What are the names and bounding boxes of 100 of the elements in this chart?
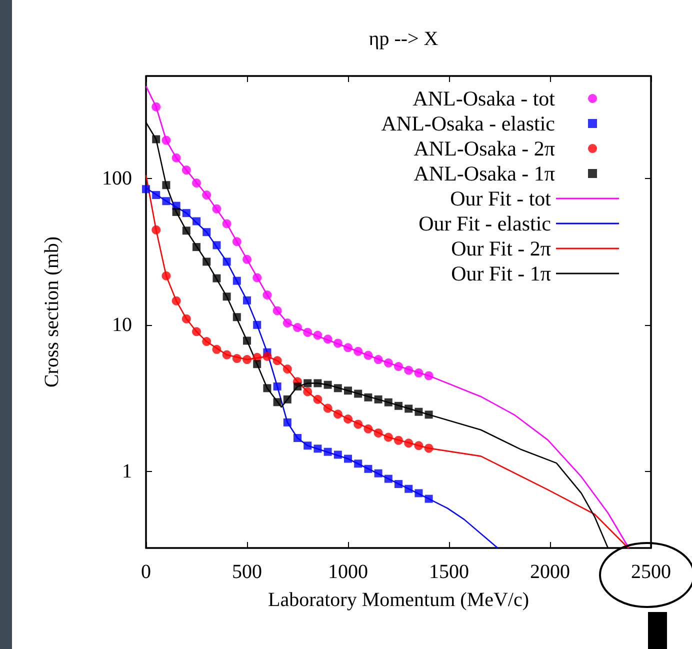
point — [232, 237, 242, 246]
point — [364, 464, 372, 473]
point — [222, 292, 231, 301]
x-tick-label: 1000 — [328, 561, 368, 583]
x-tick-label: 1500 — [429, 561, 469, 583]
x-axis-title: Laboratory Momentum (MeV/c) — [268, 589, 530, 611]
x-tick-label: 500 — [232, 561, 262, 583]
point — [222, 350, 232, 360]
point — [374, 395, 382, 404]
point — [374, 428, 383, 438]
point — [192, 327, 201, 336]
y-tick-label: 100 — [102, 167, 132, 190]
point — [294, 434, 302, 442]
point — [344, 343, 352, 352]
point — [404, 438, 414, 448]
point — [374, 469, 382, 478]
point — [394, 480, 402, 488]
point — [182, 314, 191, 324]
point — [323, 404, 332, 413]
x-tick-label: 2000 — [530, 561, 570, 583]
point — [313, 394, 322, 404]
x-tick-label: 2500 — [631, 561, 671, 583]
point — [414, 489, 423, 498]
point — [424, 444, 434, 453]
point — [152, 102, 161, 112]
point — [212, 204, 222, 214]
point — [354, 346, 363, 356]
point — [354, 390, 362, 398]
point — [212, 241, 221, 250]
point — [263, 384, 272, 392]
point — [384, 398, 392, 406]
legend-label: Our Fit - 1π — [451, 262, 552, 286]
point — [314, 444, 322, 453]
point — [243, 336, 251, 345]
point — [283, 395, 292, 404]
point — [253, 360, 262, 368]
point — [333, 410, 342, 419]
point — [152, 135, 160, 144]
point — [424, 371, 434, 380]
chart-title: ηp --> X — [368, 28, 439, 50]
point — [242, 254, 252, 264]
point — [172, 153, 181, 162]
point — [162, 181, 170, 190]
point — [252, 273, 262, 282]
point — [172, 208, 180, 216]
point — [232, 276, 241, 285]
point — [202, 258, 211, 266]
y-tick-label: 10 — [112, 314, 132, 336]
point — [294, 382, 302, 390]
point — [314, 379, 322, 388]
point — [273, 382, 282, 390]
legend-label: ANL-Osaka - tot — [412, 86, 556, 110]
point — [272, 306, 282, 316]
point — [374, 355, 383, 364]
point — [182, 226, 190, 235]
legend-label: ANL-Osaka - 2π — [414, 136, 556, 160]
legend-label: Our Fit - elastic — [418, 212, 551, 236]
point — [162, 136, 171, 145]
point — [303, 328, 312, 337]
point — [323, 334, 332, 344]
point — [424, 494, 433, 503]
point — [192, 243, 200, 252]
point — [253, 320, 262, 329]
legend-label: Our Fit - 2π — [451, 236, 552, 260]
point — [313, 330, 322, 340]
point — [182, 209, 190, 218]
point — [262, 290, 272, 300]
point — [384, 358, 393, 368]
point — [404, 366, 414, 375]
point — [182, 166, 191, 175]
point — [424, 410, 433, 419]
point — [272, 356, 282, 366]
legend-label: ANL-Osaka - elastic — [381, 112, 555, 136]
point — [344, 454, 352, 463]
point — [364, 350, 373, 360]
point — [344, 386, 352, 395]
point — [414, 368, 424, 378]
point — [293, 323, 302, 332]
point — [384, 474, 392, 483]
point — [334, 384, 342, 392]
point — [324, 380, 332, 389]
point — [232, 313, 241, 322]
point — [212, 344, 222, 354]
point — [202, 228, 211, 236]
point — [394, 362, 403, 371]
point — [304, 442, 312, 450]
point — [404, 484, 413, 493]
point — [212, 274, 221, 282]
y-axis-title: Cross section (mb) — [41, 236, 63, 388]
point — [282, 318, 292, 328]
point — [242, 355, 252, 364]
point — [414, 408, 423, 416]
point — [414, 441, 424, 450]
x-tick-label: 0 — [141, 561, 151, 583]
point — [172, 296, 181, 306]
point — [232, 354, 242, 363]
legend-label: Our Fit - tot — [450, 186, 552, 210]
point — [192, 178, 201, 188]
point — [192, 217, 200, 226]
point — [222, 258, 231, 266]
